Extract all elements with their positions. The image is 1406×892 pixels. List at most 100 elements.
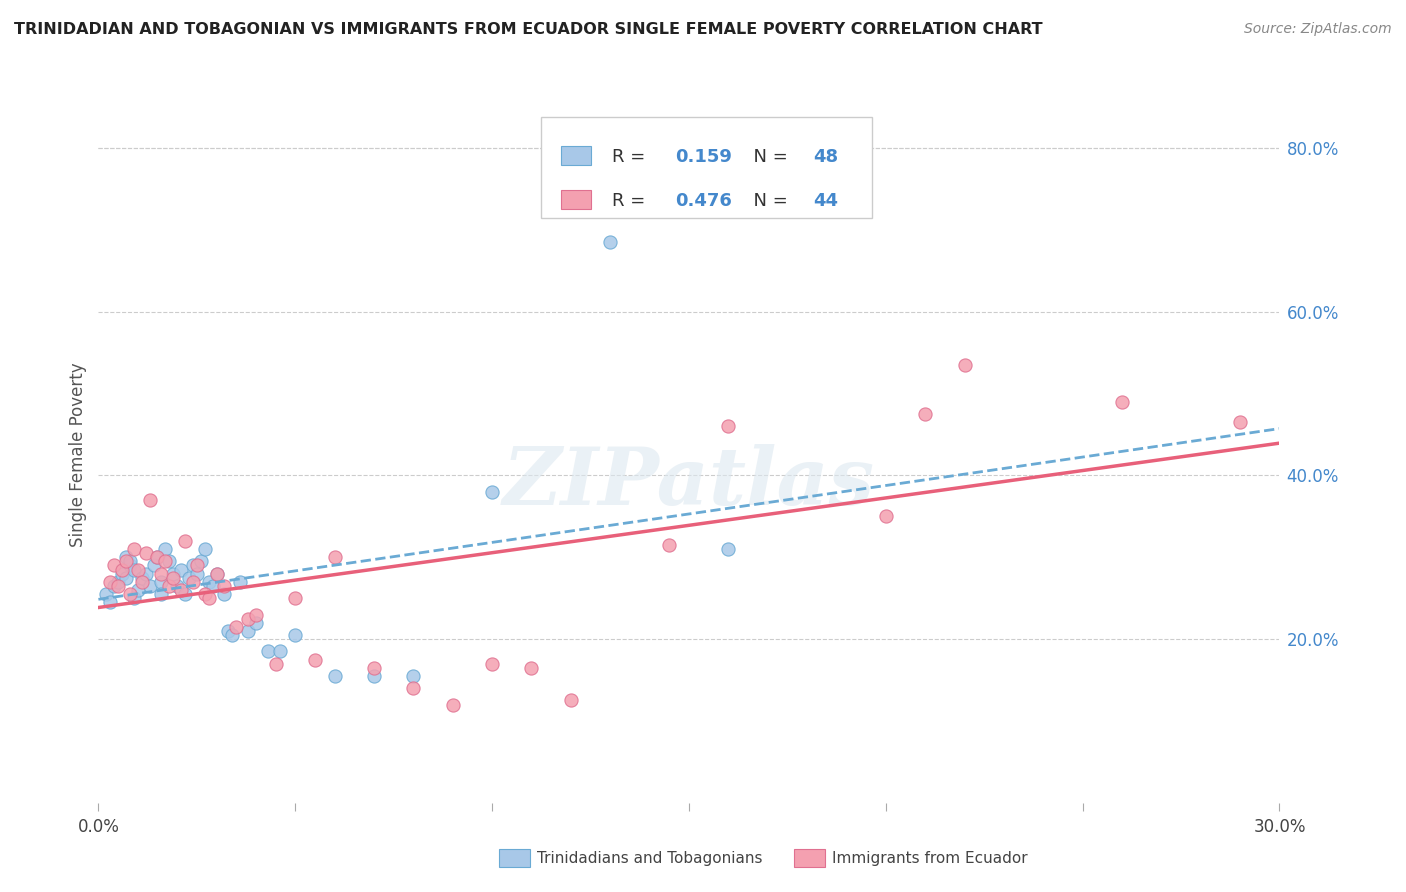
Point xyxy=(122,591,145,606)
Point xyxy=(127,582,149,597)
Point xyxy=(323,550,346,565)
Point xyxy=(599,235,621,249)
Text: N =: N = xyxy=(742,148,793,166)
Point xyxy=(269,644,291,658)
Point xyxy=(186,558,208,573)
Point xyxy=(111,566,134,581)
Point xyxy=(201,579,224,593)
Point xyxy=(181,558,204,573)
Point xyxy=(214,579,236,593)
Point xyxy=(363,669,385,683)
Text: ZIPatlas: ZIPatlas xyxy=(503,444,875,522)
Point xyxy=(402,669,425,683)
Point xyxy=(236,612,259,626)
Point xyxy=(103,558,125,573)
Text: Source: ZipAtlas.com: Source: ZipAtlas.com xyxy=(1244,22,1392,37)
Text: 44: 44 xyxy=(813,192,838,210)
Point xyxy=(96,587,118,601)
Point xyxy=(560,693,582,707)
Point xyxy=(174,533,197,548)
Y-axis label: Single Female Poverty: Single Female Poverty xyxy=(69,363,87,547)
Point xyxy=(205,566,228,581)
Point xyxy=(229,574,252,589)
Point xyxy=(225,620,247,634)
Point xyxy=(197,591,219,606)
Text: 0.476: 0.476 xyxy=(675,192,731,210)
Point xyxy=(98,595,121,609)
Point xyxy=(111,562,134,576)
Point xyxy=(150,587,173,601)
Point xyxy=(221,628,243,642)
Point xyxy=(284,591,307,606)
Point xyxy=(181,574,204,589)
Point xyxy=(170,562,193,576)
Point xyxy=(162,571,184,585)
Point xyxy=(205,566,228,581)
Point xyxy=(131,574,153,589)
Point xyxy=(118,554,141,568)
Point xyxy=(717,542,740,557)
Point xyxy=(98,574,121,589)
Point xyxy=(138,492,160,507)
Point xyxy=(166,579,188,593)
Point xyxy=(115,554,138,568)
Point xyxy=(127,562,149,576)
Point xyxy=(107,574,129,589)
Point xyxy=(953,358,976,372)
Point xyxy=(304,652,326,666)
Point xyxy=(170,582,193,597)
Point xyxy=(245,615,267,630)
Point xyxy=(197,574,219,589)
Point xyxy=(150,574,173,589)
Point xyxy=(115,550,138,565)
Point xyxy=(146,550,169,565)
Text: 48: 48 xyxy=(813,148,838,166)
Point xyxy=(118,587,141,601)
Point xyxy=(256,644,278,658)
Point xyxy=(363,661,385,675)
Point xyxy=(190,554,212,568)
Point xyxy=(658,538,681,552)
Text: R =: R = xyxy=(612,148,651,166)
FancyBboxPatch shape xyxy=(561,146,591,165)
Point xyxy=(138,579,160,593)
Point xyxy=(323,669,346,683)
Text: Trinidadians and Tobagonians: Trinidadians and Tobagonians xyxy=(537,851,762,865)
Point xyxy=(155,554,177,568)
Point xyxy=(107,579,129,593)
Point xyxy=(217,624,239,638)
Point xyxy=(214,587,236,601)
Point xyxy=(162,566,184,581)
Point xyxy=(284,628,307,642)
Point xyxy=(122,562,145,576)
Point xyxy=(441,698,464,712)
Point xyxy=(402,681,425,696)
Point xyxy=(142,558,165,573)
Point xyxy=(875,509,897,524)
Point xyxy=(264,657,287,671)
Point xyxy=(717,419,740,434)
Point xyxy=(135,546,157,560)
Point xyxy=(1229,415,1251,429)
Text: N =: N = xyxy=(742,192,793,210)
Point xyxy=(186,566,208,581)
Point xyxy=(131,571,153,585)
Point xyxy=(146,550,169,565)
Point xyxy=(481,657,503,671)
Point xyxy=(135,566,157,581)
Point xyxy=(520,661,543,675)
Point xyxy=(157,579,180,593)
Text: Immigrants from Ecuador: Immigrants from Ecuador xyxy=(832,851,1028,865)
Point xyxy=(194,587,217,601)
Text: 0.159: 0.159 xyxy=(675,148,731,166)
Point xyxy=(118,558,141,573)
Text: R =: R = xyxy=(612,192,651,210)
FancyBboxPatch shape xyxy=(541,118,872,219)
FancyBboxPatch shape xyxy=(561,190,591,209)
Point xyxy=(115,571,138,585)
Point xyxy=(103,579,125,593)
Point xyxy=(1111,394,1133,409)
Point xyxy=(236,624,259,638)
Point xyxy=(155,542,177,557)
Point xyxy=(157,554,180,568)
